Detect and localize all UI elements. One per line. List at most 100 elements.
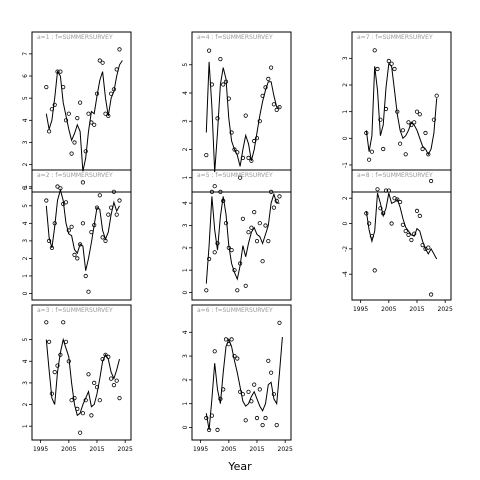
data-point	[97, 58, 102, 63]
data-point	[257, 221, 262, 226]
data-point	[46, 129, 52, 134]
data-point	[240, 155, 245, 160]
data-point	[223, 337, 229, 342]
y-tick-label: -2	[342, 246, 349, 252]
data-point	[218, 189, 223, 194]
x-tick-label: 1995	[353, 306, 368, 313]
data-point	[268, 189, 274, 194]
data-point	[63, 118, 69, 123]
data-point	[381, 211, 386, 216]
data-point	[83, 149, 88, 154]
panel-strip-label: a=6 : f=SUMMERSURVEY	[197, 307, 273, 314]
data-point	[78, 242, 83, 247]
data-point	[92, 223, 97, 228]
data-point	[212, 349, 217, 354]
data-point	[386, 188, 391, 193]
data-point	[207, 48, 212, 53]
data-point	[69, 151, 74, 156]
data-point	[204, 153, 209, 158]
fitted-line	[45, 337, 120, 417]
y-tick-label: 2	[342, 83, 349, 87]
x-tick-label: 2015	[89, 446, 104, 453]
data-point	[252, 382, 257, 387]
data-point	[46, 339, 52, 344]
data-point	[83, 273, 88, 279]
y-tick-label: 7	[22, 52, 29, 56]
data-point	[58, 186, 63, 191]
panel-frame	[31, 31, 132, 193]
data-point	[49, 245, 55, 250]
y-tick-label: 5	[22, 204, 29, 208]
data-point	[254, 136, 260, 141]
data-point	[229, 337, 234, 342]
data-point	[426, 152, 431, 157]
data-point	[226, 96, 231, 101]
data-point	[268, 65, 274, 70]
data-point	[61, 320, 66, 325]
data-point	[66, 111, 71, 116]
data-point	[395, 109, 400, 114]
data-point	[434, 93, 439, 98]
data-point	[207, 427, 212, 432]
data-point	[266, 239, 271, 244]
data-point	[263, 85, 268, 90]
y-tick-label: 3	[182, 354, 189, 358]
data-point	[97, 193, 102, 198]
y-tick-label: 3	[22, 239, 29, 243]
data-point	[106, 212, 111, 217]
panel-frame	[31, 169, 132, 301]
data-point	[49, 107, 55, 112]
data-point	[226, 342, 231, 347]
y-tick-label: 4	[182, 330, 189, 334]
data-point	[69, 398, 74, 403]
data-point	[274, 422, 279, 428]
data-point	[89, 230, 94, 235]
data-point	[111, 87, 117, 92]
panel-a5: a=5 : f=SUMMERSURVEY 0 1 2 3 4	[182, 169, 292, 301]
data-point	[75, 406, 80, 411]
data-point	[63, 200, 69, 205]
data-point	[252, 138, 257, 144]
fitted-line	[205, 192, 280, 284]
data-point	[386, 58, 391, 64]
data-point	[254, 415, 260, 421]
data-point	[109, 205, 114, 210]
y-tick-label: 2	[22, 163, 29, 167]
data-point	[106, 354, 111, 359]
data-point	[260, 422, 265, 428]
data-point	[55, 184, 60, 189]
data-point	[232, 353, 237, 359]
y-tick-label: 2	[182, 246, 189, 250]
y-tick-label: 4	[22, 221, 29, 225]
data-point	[69, 224, 74, 229]
panel-a4: a=4 : f=SUMMERSURVEY 1 2 3 4 5	[182, 31, 292, 193]
data-point	[400, 128, 405, 133]
data-point	[103, 352, 108, 357]
data-point	[412, 120, 417, 125]
data-point	[249, 399, 254, 404]
data-point	[94, 205, 100, 210]
data-point	[235, 288, 240, 293]
data-point	[106, 113, 111, 119]
data-point	[263, 415, 268, 421]
data-point	[55, 69, 60, 74]
data-point	[221, 82, 226, 87]
y-tick-label: 0	[182, 425, 189, 429]
data-point	[271, 102, 276, 107]
data-point	[114, 67, 119, 72]
data-point	[277, 320, 282, 325]
panel-a7: a=7 : f=SUMMERSURVEY -1 0 1 2 3	[342, 31, 452, 193]
data-point	[46, 238, 52, 243]
data-point	[260, 259, 265, 264]
data-point	[266, 358, 271, 363]
data-point	[117, 395, 122, 401]
data-point	[249, 158, 254, 163]
panel-strip-label: a=4 : f=SUMMERSURVEY	[197, 34, 273, 41]
data-point	[86, 111, 91, 116]
data-point	[78, 430, 83, 435]
data-point	[364, 130, 369, 136]
fitted-line	[45, 60, 123, 172]
data-point	[277, 105, 282, 110]
data-point	[117, 198, 122, 203]
